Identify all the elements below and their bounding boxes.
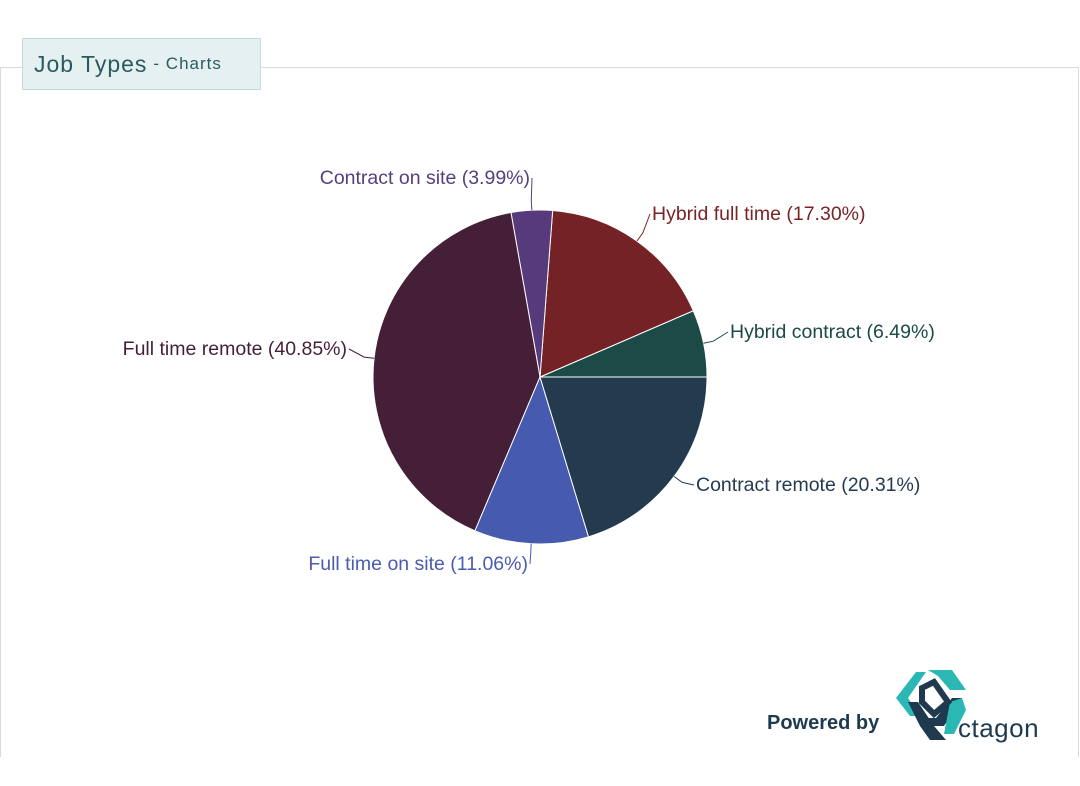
- leader-line-contract-on-site: [530, 177, 533, 211]
- slice-label-hybrid-contract: Hybrid contract (6.49%): [730, 321, 935, 343]
- powered-by-label: Powered by: [767, 712, 880, 734]
- pie-slice-full-time-on-site: [474, 375, 590, 545]
- leader-line-full-time-remote: [348, 348, 375, 359]
- slice-label-hybrid-full-time: Hybrid full time (17.30%): [652, 203, 866, 225]
- page-subtitle: - Charts: [153, 54, 222, 73]
- octagon-logo-icon: [896, 670, 966, 740]
- brand-text: ctagon: [958, 713, 1040, 743]
- slice-label-contract-remote: Contract remote (20.31%): [696, 474, 920, 496]
- pie-slice-hybrid-full-time: [539, 209, 694, 378]
- slice-label-full-time-remote: Full time remote (40.85%): [123, 338, 347, 360]
- page-title: Job Types: [34, 50, 148, 77]
- leader-line-hybrid-full-time: [636, 213, 651, 242]
- leader-line-full-time-on-site: [529, 543, 532, 565]
- leader-line-hybrid-contract: [703, 331, 729, 344]
- slice-label-contract-on-site: Contract on site (3.99%): [320, 167, 530, 189]
- chart-title-tab: Job Types - Charts: [22, 38, 261, 90]
- slice-label-full-time-on-site: Full time on site (11.06%): [308, 553, 528, 575]
- leader-line-contract-remote: [673, 476, 695, 486]
